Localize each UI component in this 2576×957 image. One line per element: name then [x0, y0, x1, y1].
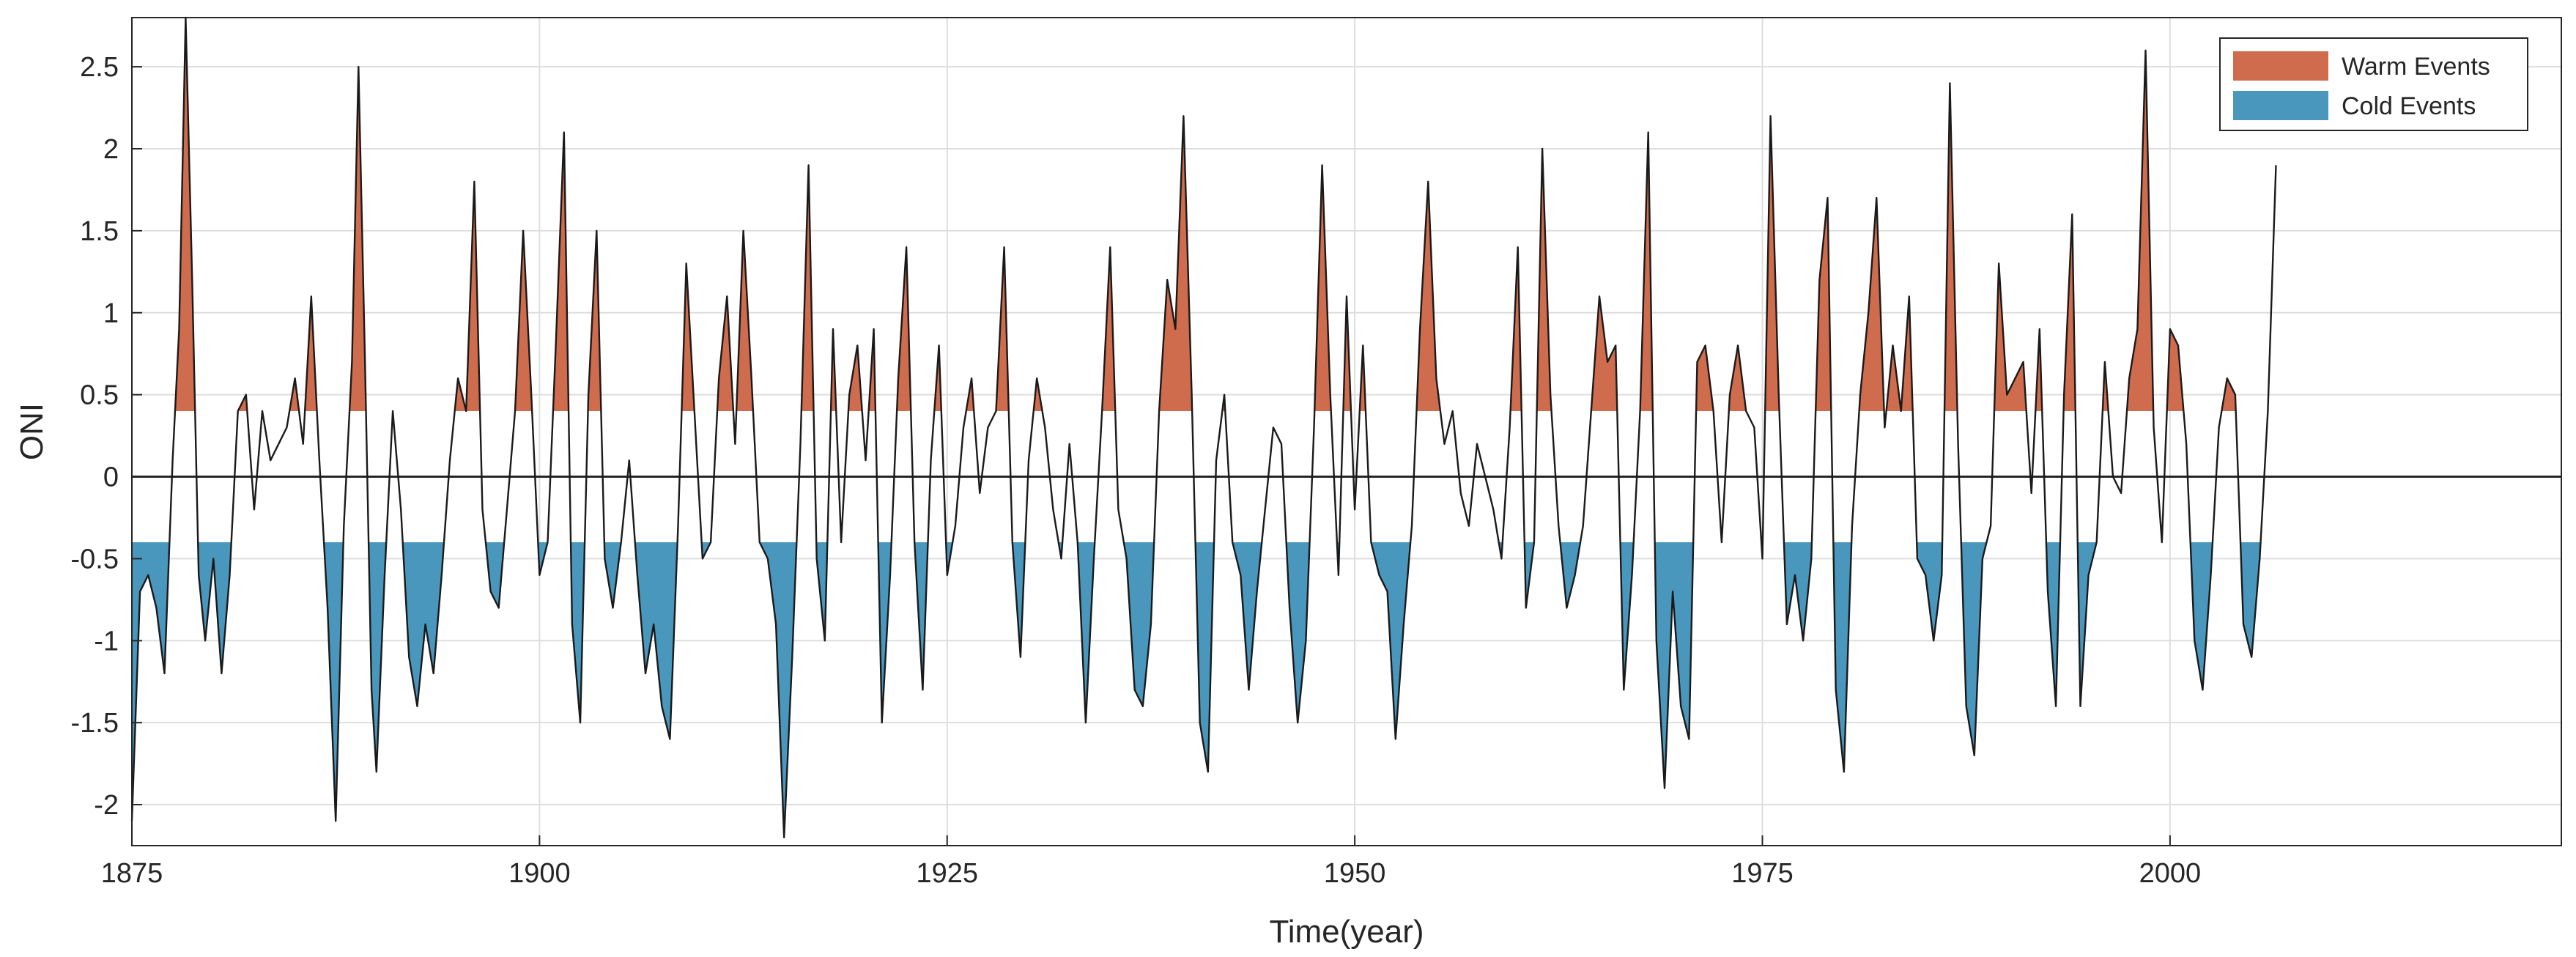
event-fills — [132, 18, 2276, 838]
warm-event-area — [996, 247, 1009, 411]
cold-event-area — [132, 542, 170, 821]
warm-event-area — [1102, 247, 1116, 411]
warm-event-area — [1944, 83, 1958, 411]
cold-event-area — [1654, 542, 1694, 788]
plot-frame — [131, 17, 2562, 846]
cold-event-area — [1077, 542, 1095, 723]
y-tick-label: 1.5 — [80, 216, 119, 247]
axis-ticks: 1875 1900 1925 1950 1975 2000 -2 -1.5 -1 -0.5 0 0.5… — [71, 52, 2202, 889]
cold-event-area — [634, 542, 678, 739]
legend-label-warm: Warm Events — [2342, 53, 2490, 81]
warm-event-area — [289, 378, 300, 411]
x-tick-label: 1925 — [916, 858, 978, 889]
cold-event-area — [1286, 542, 1310, 723]
x-tick-label: 1950 — [1324, 858, 1386, 889]
cold-event-area — [914, 542, 928, 690]
legend-swatch-warm — [2233, 51, 2328, 81]
warm-event-area — [2166, 329, 2184, 411]
warm-event-area — [1816, 198, 1832, 411]
cold-event-area — [1833, 542, 1852, 772]
warm-event-area — [588, 230, 602, 411]
y-tick-label: 2.5 — [80, 52, 119, 83]
warm-event-area — [1314, 165, 1331, 411]
warm-event-area — [466, 181, 481, 412]
legend: Warm Events Cold Events — [2219, 37, 2528, 131]
warm-event-area — [349, 67, 366, 411]
warm-event-area — [681, 263, 695, 411]
warm-event-area — [1765, 116, 1780, 412]
y-tick-label: -1.5 — [71, 708, 119, 739]
cold-event-area — [2240, 542, 2261, 657]
oni-series-line — [130, 16, 2277, 838]
x-tick-label: 1900 — [508, 858, 571, 889]
warm-event-area — [2221, 378, 2236, 411]
y-tick-label: 2 — [103, 134, 119, 165]
y-tick-label: -0.5 — [71, 544, 119, 574]
y-tick-label: -2 — [94, 790, 119, 821]
x-tick-label: 2000 — [2139, 858, 2202, 889]
warm-event-area — [848, 345, 862, 411]
y-tick-label: 0.5 — [80, 380, 119, 411]
warm-event-area — [1994, 263, 2027, 411]
y-axis-title: ONI — [14, 403, 50, 460]
warm-event-area — [736, 230, 753, 411]
warm-event-area — [1696, 345, 1714, 411]
x-axis-title: Time(year) — [1269, 914, 1424, 950]
x-tick-label: 1875 — [101, 858, 163, 889]
y-tick-label: 1 — [103, 298, 119, 329]
warm-event-area — [1886, 345, 1901, 411]
x-tick-label: 1975 — [1731, 858, 1794, 889]
plot-background — [132, 18, 2561, 846]
warm-event-area — [1728, 345, 1747, 411]
legend-swatch-cold — [2233, 91, 2328, 120]
warm-event-area — [305, 296, 317, 411]
warm-event-area — [515, 230, 533, 411]
cold-event-area — [198, 542, 232, 673]
warm-event-area — [1536, 149, 1552, 411]
cold-event-area — [2190, 542, 2213, 690]
y-tick-label: -1 — [94, 626, 119, 657]
legend-label-cold: Cold Events — [2342, 92, 2476, 120]
cold-event-area — [1232, 542, 1262, 690]
cold-event-area — [604, 542, 621, 608]
cold-event-area — [1012, 542, 1026, 657]
warm-event-area — [717, 296, 733, 411]
cold-event-area — [324, 542, 344, 821]
warm-event-area — [801, 165, 814, 411]
y-tick-label: 0 — [103, 462, 119, 493]
warm-event-area — [1159, 116, 1193, 412]
warm-event-area — [1640, 132, 1653, 411]
